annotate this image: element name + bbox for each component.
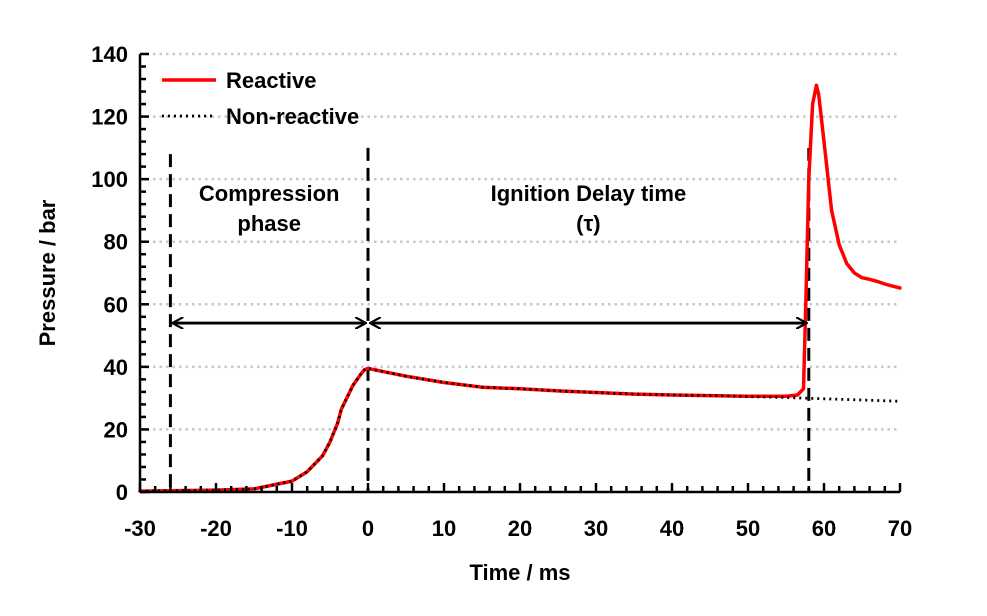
phase-annotation: Ignition Delay time (τ) bbox=[491, 181, 687, 236]
annotation-line: Compression bbox=[199, 181, 340, 206]
x-tick-label: 20 bbox=[508, 516, 532, 541]
phase-marker-lines bbox=[168, 147, 811, 492]
x-tick-label: 50 bbox=[736, 516, 760, 541]
y-axis-title: Pressure / bar bbox=[35, 199, 60, 346]
y-tick-label: 100 bbox=[91, 167, 128, 192]
y-tick-label: 20 bbox=[104, 417, 128, 442]
phase-annotation: Compression phase bbox=[199, 181, 340, 236]
series-line-reactive bbox=[138, 83, 902, 493]
y-tick-label: 120 bbox=[91, 105, 128, 130]
axes: -30 -20 -10 0 10 20 30 40 50 60 70 0 20 40 60 80 100 120 1… bbox=[91, 42, 912, 541]
series-lines bbox=[138, 83, 902, 493]
y-tick-label: 80 bbox=[104, 230, 128, 255]
legend-label-non-reactive: Non-reactive bbox=[226, 104, 359, 129]
x-tick-label: -10 bbox=[276, 516, 308, 541]
y-tick-label: 60 bbox=[104, 292, 128, 317]
y-tick-label: 140 bbox=[91, 42, 128, 67]
x-tick-label: 0 bbox=[362, 516, 374, 541]
series-line-non-reactive bbox=[139, 366, 901, 493]
x-tick-label: 70 bbox=[888, 516, 912, 541]
annotation-line: (τ) bbox=[576, 211, 600, 236]
y-tick-label: 40 bbox=[104, 355, 128, 380]
x-tick-label: 40 bbox=[660, 516, 684, 541]
x-axis-title: Time / ms bbox=[469, 560, 570, 585]
annotation-line: Ignition Delay time bbox=[491, 181, 687, 206]
x-tick-label: 10 bbox=[432, 516, 456, 541]
x-tick-label: 30 bbox=[584, 516, 608, 541]
x-tick-label: -30 bbox=[124, 516, 156, 541]
x-tick-label: -20 bbox=[200, 516, 232, 541]
legend: Reactive Non-reactive bbox=[162, 68, 359, 129]
y-tick-label: 0 bbox=[116, 480, 128, 505]
annotation-line: phase bbox=[237, 211, 301, 236]
legend-label-reactive: Reactive bbox=[226, 68, 317, 93]
phase-annotations: Compression phase Ignition Delay time (τ) bbox=[199, 181, 686, 236]
x-tick-label: 60 bbox=[812, 516, 836, 541]
